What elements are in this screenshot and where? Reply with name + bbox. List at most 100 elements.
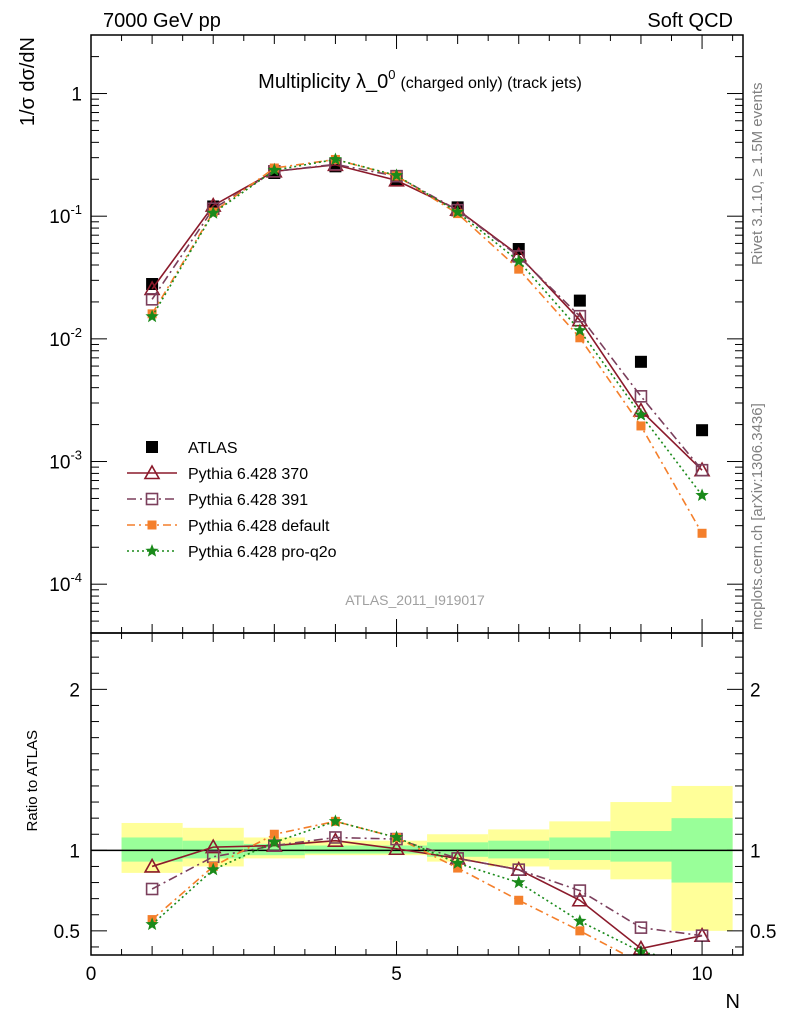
ratio-point-pythia-6-428-370 [571, 891, 589, 907]
legend: ATLAS Pythia 6.428 370 Pythia 6.428 391 Pyt… [127, 440, 337, 561]
ratio-point-pythia-6-428-391 [329, 831, 342, 844]
ratio-point-pythia-6-428-default [698, 984, 707, 993]
series-line-pythia-6-428-pro-q2o [151, 158, 703, 496]
y-tick-label-main: 10-3 [49, 448, 82, 474]
ratio-panel-axes: 0 5 10 0.5 0.5 1 1 2 2 [54, 633, 776, 985]
data-point-pythia-6-428-pro-q2o [573, 323, 587, 337]
ratio-point-pythia-6-428-391 [695, 929, 709, 942]
ratio-point-pythia-6-428-391 [573, 884, 587, 897]
data-point-atlas [634, 355, 647, 368]
ratio-point-pythia-6-428-default [453, 863, 463, 873]
main-panel-data [143, 152, 711, 538]
ratio-point-pythia-6-428-default [636, 959, 645, 968]
ratio-line-pythia-6-428-pro-q2o [151, 820, 661, 955]
data-point-pythia-6-428-391 [145, 293, 159, 306]
y-tick-label-ratio: 2 [69, 680, 80, 701]
band-inner [427, 842, 489, 857]
chart-title-small: (charged only) (track jets) [400, 75, 581, 92]
band-inner [304, 845, 366, 854]
data-point-pythia-6-428-default [636, 421, 646, 431]
y-tick-label-main: 10-4 [49, 570, 82, 596]
band-inner [610, 831, 672, 862]
band-inner [121, 837, 183, 862]
ratio-point-pythia-6-428-default [575, 926, 585, 936]
header-energy: 7000 GeV pp [103, 10, 221, 32]
x-axis-label: N [726, 991, 740, 1013]
y-tick-label-ratio-right: 0.5 [750, 922, 776, 943]
legend-label-pythia-6-428-default: Pythia 6.428 default [188, 518, 330, 535]
legend-label-pythia-6-428-370: Pythia 6.428 370 [188, 466, 308, 483]
data-point-atlas [696, 424, 709, 437]
x-tick-label: 5 [391, 964, 402, 985]
y-tick-label-main: 1 [71, 85, 82, 106]
data-point-pythia-6-428-pro-q2o [328, 152, 343, 166]
ratio-point-pythia-6-428-default [514, 895, 524, 905]
legend-marker-pythia-6-428-391 [145, 492, 159, 506]
data-point-pythia-6-428-pro-q2o [634, 407, 648, 421]
y-tick-label-main: 10-2 [49, 325, 82, 351]
ratio-panel-data [91, 814, 743, 993]
x-tick-label: 0 [86, 964, 97, 985]
data-point-pythia-6-428-pro-q2o [512, 254, 526, 267]
ratio-point-pythia-6-428-391 [145, 882, 159, 896]
data-point-pythia-6-428-391 [634, 390, 648, 403]
series-line-pythia-6-428-391 [151, 163, 703, 471]
y-tick-label-ratio-right: 2 [750, 680, 761, 701]
y-axis-label-ratio: Ratio to ATLAS [24, 730, 41, 831]
data-point-pythia-6-428-default [697, 528, 707, 538]
data-point-pythia-6-428-pro-q2o [695, 488, 709, 502]
data-point-pythia-6-428-pro-q2o [206, 206, 220, 219]
legend-marker-pythia-6-428-pro-q2o [145, 544, 159, 557]
ratio-line-pythia-6-428-default [151, 820, 628, 955]
ratio-point-pythia-6-428-pro-q2o [145, 917, 159, 931]
data-point-pythia-6-428-default [514, 264, 524, 274]
ratio-point-pythia-6-428-370 [327, 832, 344, 847]
ratio-point-pythia-6-428-pro-q2o [328, 814, 343, 828]
band-inner [488, 840, 550, 859]
ratio-point-pythia-6-428-pro-q2o [450, 856, 465, 869]
y-tick-label-ratio: 1 [69, 841, 80, 862]
series-line-pythia-6-428-default [151, 158, 703, 534]
ratio-uncertainty-bands [121, 785, 733, 931]
y-tick-label-ratio-right: 1 [750, 841, 761, 862]
legend-marker-pythia-6-428-default [147, 520, 157, 530]
main-panel-axes: 1 10-1 10-2 10-3 10-4 [49, 34, 743, 634]
ratio-point-pythia-6-428-391 [634, 921, 648, 934]
data-point-atlas [573, 294, 586, 307]
mcplots-label: mcplots.cern.ch [arXiv:1306.3436] [749, 403, 766, 630]
ratio-panel-frame [90, 632, 744, 956]
chart-title-sup: 0 [388, 67, 395, 82]
ratio-point-pythia-6-428-pro-q2o [573, 914, 587, 927]
ratio-point-pythia-6-428-391 [206, 850, 220, 864]
ratio-point-pythia-6-428-pro-q2o [267, 835, 281, 848]
y-axis-label-main: 1/σ dσ/dN [17, 37, 39, 126]
ratio-point-pythia-6-428-391 [512, 863, 526, 876]
band-inner [549, 837, 611, 861]
y-tick-label-ratio: 0.5 [54, 922, 80, 943]
legend-label-pythia-6-428-391: Pythia 6.428 391 [188, 492, 308, 509]
legend-marker-pythia-6-428-370 [143, 464, 161, 480]
chart-title-main: Multiplicity λ_0 [258, 71, 388, 93]
chart-title: Multiplicity λ_00 (charged only) (track j… [258, 67, 582, 93]
analysis-watermark: ATLAS_2011_I919017 [345, 592, 485, 608]
data-point-pythia-6-428-pro-q2o [267, 163, 281, 176]
y-tick-label-main: 10-1 [49, 202, 82, 228]
ratio-point-pythia-6-428-370 [143, 857, 161, 873]
ratio-point-pythia-6-428-370 [388, 840, 405, 856]
legend-label-pythia-6-428-pro-q2o: Pythia 6.428 pro-q2o [188, 544, 337, 561]
ratio-point-pythia-6-428-pro-q2o [206, 862, 220, 876]
data-point-pythia-6-428-pro-q2o [145, 309, 159, 323]
data-point-pythia-6-428-391 [573, 309, 587, 323]
series-line-pythia-6-428-370 [151, 164, 703, 471]
ratio-point-pythia-6-428-pro-q2o [389, 830, 404, 844]
x-tick-label: 10 [691, 964, 712, 985]
rivet-label: Rivet 3.1.10, ≥ 1.5M events [749, 83, 766, 266]
ratio-point-pythia-6-428-370 [204, 838, 222, 854]
ratio-point-pythia-6-428-default [269, 829, 279, 839]
ratio-point-pythia-6-428-pro-q2o [512, 875, 526, 889]
data-point-pythia-6-428-default [575, 333, 585, 343]
data-point-pythia-6-428-391 [695, 463, 709, 477]
header-category: Soft QCD [647, 10, 733, 32]
data-point-pythia-6-428-pro-q2o [389, 168, 404, 182]
